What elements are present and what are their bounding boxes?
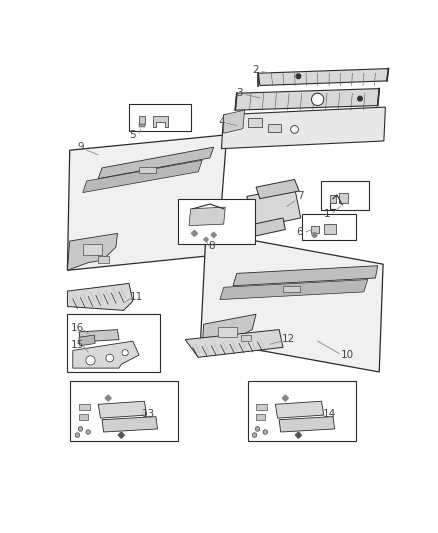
Polygon shape xyxy=(279,417,335,432)
Polygon shape xyxy=(73,341,139,368)
Text: 5: 5 xyxy=(130,130,136,140)
Circle shape xyxy=(252,433,257,438)
Bar xyxy=(139,167,156,173)
Bar xyxy=(240,335,251,341)
Circle shape xyxy=(291,126,298,133)
Circle shape xyxy=(296,74,301,78)
Polygon shape xyxy=(235,88,379,110)
Text: 3: 3 xyxy=(236,88,242,98)
Polygon shape xyxy=(98,401,147,418)
Polygon shape xyxy=(339,193,349,203)
Circle shape xyxy=(263,430,268,434)
Polygon shape xyxy=(79,335,95,346)
Polygon shape xyxy=(202,314,256,348)
Polygon shape xyxy=(102,417,158,432)
Text: 4: 4 xyxy=(218,117,225,127)
Bar xyxy=(268,124,282,132)
Text: 14: 14 xyxy=(322,409,336,419)
Polygon shape xyxy=(83,160,202,192)
Text: 11: 11 xyxy=(130,292,143,302)
Bar xyxy=(129,104,191,131)
Polygon shape xyxy=(79,329,119,342)
Bar xyxy=(98,256,109,263)
Polygon shape xyxy=(98,147,214,179)
Bar xyxy=(256,405,267,410)
Polygon shape xyxy=(247,187,301,227)
Bar xyxy=(283,286,300,292)
Polygon shape xyxy=(67,233,117,270)
Text: 2: 2 xyxy=(253,65,259,75)
Polygon shape xyxy=(247,218,285,237)
Circle shape xyxy=(86,430,91,434)
Text: 8: 8 xyxy=(208,241,215,252)
Circle shape xyxy=(311,93,324,106)
Bar xyxy=(248,118,262,127)
Bar xyxy=(79,405,90,410)
Polygon shape xyxy=(311,225,319,233)
Bar xyxy=(70,381,177,441)
Circle shape xyxy=(122,350,128,356)
Polygon shape xyxy=(221,107,385,149)
Circle shape xyxy=(86,356,95,365)
Text: 7: 7 xyxy=(297,191,304,201)
Polygon shape xyxy=(324,224,336,234)
Polygon shape xyxy=(153,116,168,127)
Bar xyxy=(218,327,237,337)
Text: 16: 16 xyxy=(71,323,84,333)
Bar xyxy=(302,214,356,239)
Text: 9: 9 xyxy=(77,142,84,152)
Text: 12: 12 xyxy=(282,334,295,344)
Circle shape xyxy=(358,96,362,101)
Text: 13: 13 xyxy=(141,409,155,419)
Polygon shape xyxy=(224,110,244,133)
Polygon shape xyxy=(330,195,336,203)
Circle shape xyxy=(255,426,260,431)
Bar xyxy=(83,244,102,255)
Polygon shape xyxy=(67,284,133,310)
Circle shape xyxy=(75,433,80,438)
Polygon shape xyxy=(189,207,225,225)
Text: 1: 1 xyxy=(324,209,330,219)
Polygon shape xyxy=(233,265,378,286)
Polygon shape xyxy=(67,135,227,270)
Polygon shape xyxy=(139,124,145,127)
Polygon shape xyxy=(256,180,299,199)
Bar xyxy=(79,414,88,419)
Text: 15: 15 xyxy=(71,340,84,350)
Circle shape xyxy=(78,426,83,431)
Bar xyxy=(177,199,254,244)
Bar xyxy=(256,414,265,419)
Bar xyxy=(321,181,369,210)
Polygon shape xyxy=(139,116,145,124)
Text: 10: 10 xyxy=(340,350,353,360)
Polygon shape xyxy=(258,69,389,85)
Circle shape xyxy=(312,232,317,237)
Circle shape xyxy=(106,354,113,362)
Polygon shape xyxy=(185,329,283,357)
Polygon shape xyxy=(220,280,367,300)
Bar xyxy=(248,381,356,441)
Bar xyxy=(67,314,160,372)
Polygon shape xyxy=(276,401,324,418)
Polygon shape xyxy=(201,232,383,372)
Text: 6: 6 xyxy=(297,227,303,237)
